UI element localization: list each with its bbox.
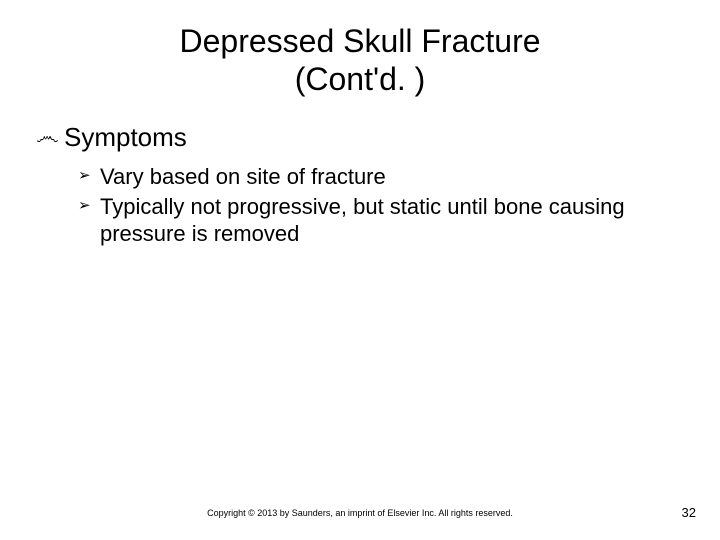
title-line-1: Depressed Skull Fracture (179, 23, 540, 59)
slide-title: Depressed Skull Fracture (Cont'd. ) (30, 22, 690, 99)
bullet-level1-row: ෴ Symptoms (36, 121, 690, 154)
copyright-footer: Copyright © 2013 by Saunders, an imprint… (0, 508, 720, 518)
sub-bullet-text: Vary based on site of fracture (100, 163, 386, 191)
slide-container: Depressed Skull Fracture (Cont'd. ) ෴ Sy… (0, 0, 720, 540)
sub-bullet-text: Typically not progressive, but static un… (100, 193, 660, 248)
bullet-level2-row: ➢ Vary based on site of fracture (78, 163, 690, 191)
bullet-level2-row: ➢ Typically not progressive, but static … (78, 193, 690, 248)
scribble-bullet-icon: ෴ (36, 121, 64, 149)
arrow-bullet-icon: ➢ (78, 163, 100, 183)
title-line-2: (Cont'd. ) (295, 61, 426, 97)
section-heading: Symptoms (64, 121, 187, 154)
arrow-bullet-icon: ➢ (78, 193, 100, 213)
page-number: 32 (682, 505, 696, 520)
